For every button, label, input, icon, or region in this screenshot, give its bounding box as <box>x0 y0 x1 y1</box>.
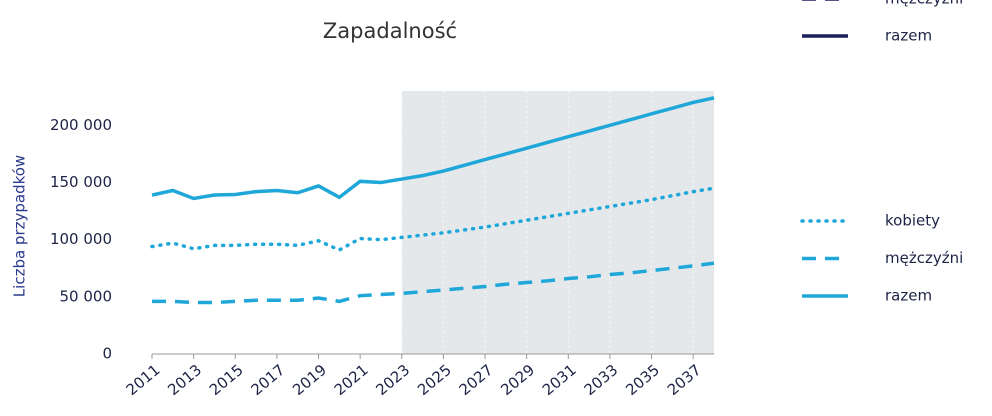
x-tick-label: 2013 <box>164 361 205 399</box>
x-tick-label: 2021 <box>331 361 372 399</box>
x-tick-label: 2017 <box>248 361 289 399</box>
x-tick-label: 2025 <box>414 361 455 399</box>
x-tick-label: 2035 <box>622 361 663 399</box>
series-line <box>151 96 715 201</box>
forecast-region <box>401 91 714 354</box>
x-tick-label: 2037 <box>664 361 705 399</box>
legend-label: razem <box>885 287 932 305</box>
y-tick-label: 50 000 <box>60 287 113 305</box>
y-tick-label: 100 000 <box>50 230 112 248</box>
chart-title: Zapadalność <box>323 19 457 43</box>
x-tick-label: 2023 <box>372 361 413 399</box>
x-tick-label: 2019 <box>289 361 330 399</box>
x-tick-label: 2031 <box>539 361 580 399</box>
x-tick-label: 2027 <box>456 361 497 399</box>
legend-label: razem <box>885 27 932 45</box>
y-tick-label: 0 <box>102 345 112 363</box>
y-tick-label: 150 000 <box>50 173 112 191</box>
series-line <box>152 261 715 305</box>
legend-label: kobiety <box>885 212 940 230</box>
y-axis-label: Liczba przypadków <box>11 155 29 297</box>
x-tick-label: 2015 <box>206 361 247 399</box>
x-tick-label: 2033 <box>581 361 622 399</box>
x-tick-label: 2011 <box>123 361 164 399</box>
legend-label: mężczyźni <box>885 0 963 8</box>
series-line <box>150 186 716 252</box>
legend-label: mężczyźni <box>885 249 963 267</box>
x-tick-label: 2029 <box>497 361 538 399</box>
y-tick-label: 200 000 <box>50 116 112 134</box>
